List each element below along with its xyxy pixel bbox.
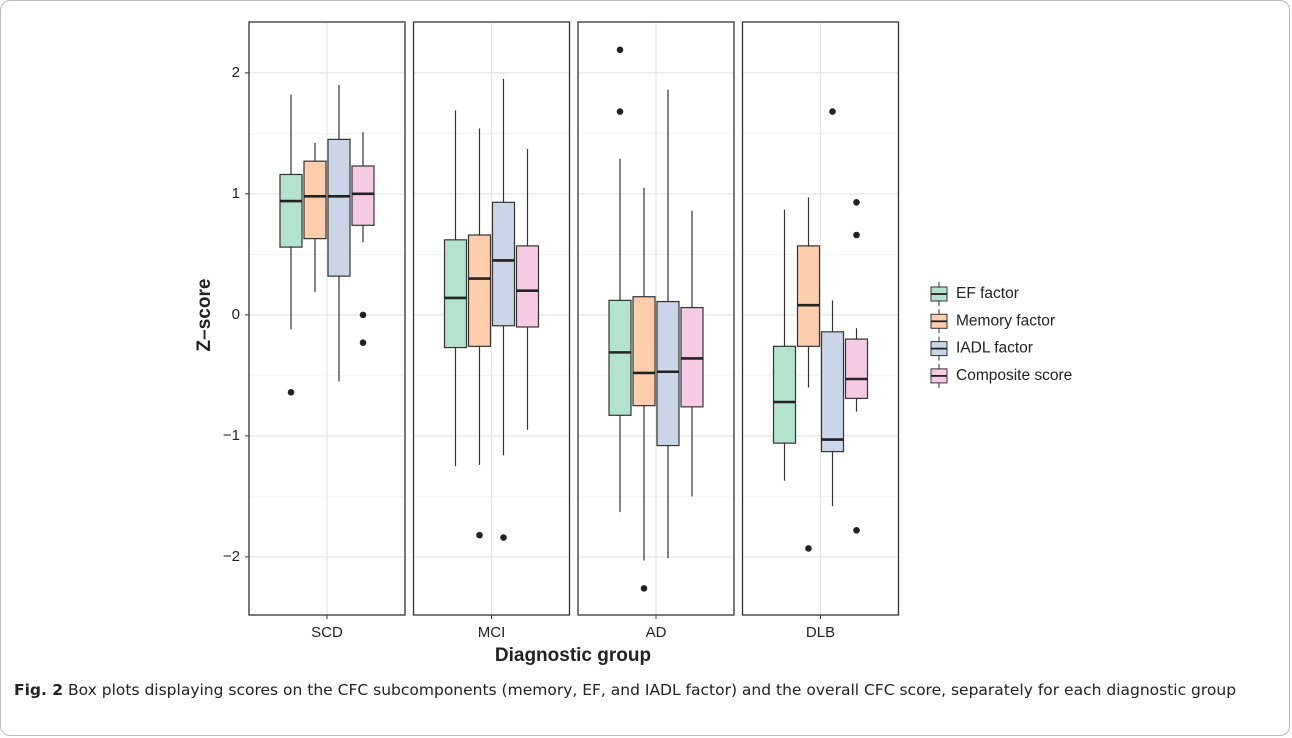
outlier <box>853 199 860 206</box>
outlier <box>359 339 367 347</box>
x-tick-label: MCI <box>478 624 506 641</box>
box <box>656 300 680 447</box>
x-axis-label: Diagnostic group <box>495 645 651 666</box>
outlier <box>829 108 836 115</box>
outlier <box>853 526 860 534</box>
box <box>844 338 869 399</box>
y-tick-label: 0 <box>232 306 240 323</box>
caption-text: Box plots displaying scores on the CFC s… <box>68 681 1237 699</box>
legend-label: EF factor <box>956 285 1019 302</box>
outlier <box>640 585 648 592</box>
y-axis-label: Z–score <box>194 279 215 352</box>
box <box>796 245 821 347</box>
box <box>467 234 492 347</box>
x-tick-label: SCD <box>311 624 343 641</box>
x-tick-label: DLB <box>806 624 835 641</box>
legend-label: IADL factor <box>956 340 1033 357</box>
box <box>491 201 516 327</box>
outlier <box>287 389 295 396</box>
box <box>443 239 468 349</box>
box <box>515 245 540 328</box>
chart: Z–score Diagnostic group SCD MCI AD DLB −2 −1… <box>194 21 1072 666</box>
box <box>632 296 656 407</box>
y-tick-label: −2 <box>223 548 240 565</box>
box <box>351 165 375 226</box>
caption-label: Fig. 2 <box>14 681 64 699</box>
box <box>279 173 303 248</box>
legend-label: Memory factor <box>956 312 1055 329</box>
outlier <box>805 545 812 552</box>
outlier <box>616 108 624 115</box>
outlier <box>476 531 483 539</box>
y-tick-label: −1 <box>223 427 240 444</box>
y-tick-label: 2 <box>232 64 240 81</box>
outlier <box>853 231 860 239</box>
y-tick-label: 1 <box>232 185 240 202</box>
box <box>820 331 845 453</box>
outlier <box>616 46 624 54</box>
x-tick-label: AD <box>646 624 667 641</box>
outlier <box>359 311 367 319</box>
box <box>608 299 632 416</box>
box <box>772 345 797 444</box>
box <box>327 138 351 277</box>
caption: Fig. 2 Box plots displaying scores on th… <box>14 678 1264 703</box>
outlier <box>500 534 507 541</box>
legend-label: Composite score <box>956 367 1072 384</box>
box <box>303 160 327 240</box>
